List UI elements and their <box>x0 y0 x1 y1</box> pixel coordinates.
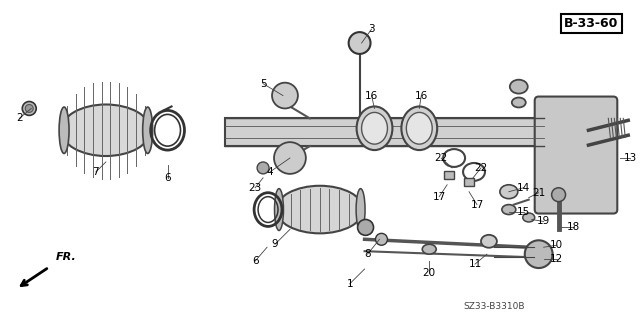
Text: 10: 10 <box>550 240 563 250</box>
Ellipse shape <box>362 112 387 144</box>
Ellipse shape <box>422 244 436 254</box>
Circle shape <box>552 188 566 202</box>
Text: 9: 9 <box>272 239 278 249</box>
Text: 2: 2 <box>16 113 22 123</box>
Text: 8: 8 <box>364 249 371 259</box>
Text: 3: 3 <box>368 24 375 34</box>
Text: 6: 6 <box>252 256 259 266</box>
Text: B-33-60: B-33-60 <box>564 17 619 30</box>
Text: 7: 7 <box>93 167 99 177</box>
Circle shape <box>257 162 269 174</box>
Bar <box>464 178 474 186</box>
Text: 1: 1 <box>346 279 353 289</box>
Text: FR.: FR. <box>56 252 77 262</box>
FancyBboxPatch shape <box>534 97 618 213</box>
Text: 23: 23 <box>248 183 262 193</box>
Bar <box>444 171 454 179</box>
Text: 21: 21 <box>532 188 545 198</box>
Ellipse shape <box>59 107 69 153</box>
Text: 16: 16 <box>415 91 428 100</box>
Text: 17: 17 <box>470 200 484 210</box>
Text: 14: 14 <box>517 183 531 193</box>
Circle shape <box>349 32 371 54</box>
Ellipse shape <box>502 204 516 214</box>
Text: 22: 22 <box>474 163 488 173</box>
Text: SZ33-B3310B: SZ33-B3310B <box>463 302 525 311</box>
Text: 11: 11 <box>468 259 482 269</box>
Text: 17: 17 <box>433 192 446 202</box>
Text: 15: 15 <box>517 206 531 217</box>
Circle shape <box>525 240 552 268</box>
Ellipse shape <box>275 189 284 231</box>
Circle shape <box>376 234 387 245</box>
Text: 19: 19 <box>537 217 550 226</box>
Ellipse shape <box>401 107 437 150</box>
Circle shape <box>22 101 36 115</box>
Circle shape <box>272 83 298 108</box>
Circle shape <box>274 142 306 174</box>
Text: 16: 16 <box>365 91 378 100</box>
Text: 4: 4 <box>267 167 273 177</box>
Ellipse shape <box>61 105 150 156</box>
Circle shape <box>25 105 33 112</box>
Ellipse shape <box>523 213 534 222</box>
Text: 18: 18 <box>567 222 580 233</box>
Ellipse shape <box>356 107 392 150</box>
Circle shape <box>358 219 374 235</box>
Text: 22: 22 <box>435 153 448 163</box>
Text: 13: 13 <box>623 153 637 163</box>
Bar <box>225 118 543 146</box>
Text: 20: 20 <box>422 268 436 278</box>
Ellipse shape <box>510 80 528 93</box>
Text: 12: 12 <box>550 254 563 264</box>
Ellipse shape <box>512 98 525 108</box>
Ellipse shape <box>500 185 518 199</box>
Text: 6: 6 <box>164 173 171 183</box>
Ellipse shape <box>276 186 364 234</box>
Text: 5: 5 <box>260 79 266 89</box>
Ellipse shape <box>406 112 432 144</box>
Ellipse shape <box>143 107 152 153</box>
Ellipse shape <box>481 235 497 248</box>
Ellipse shape <box>356 189 365 231</box>
